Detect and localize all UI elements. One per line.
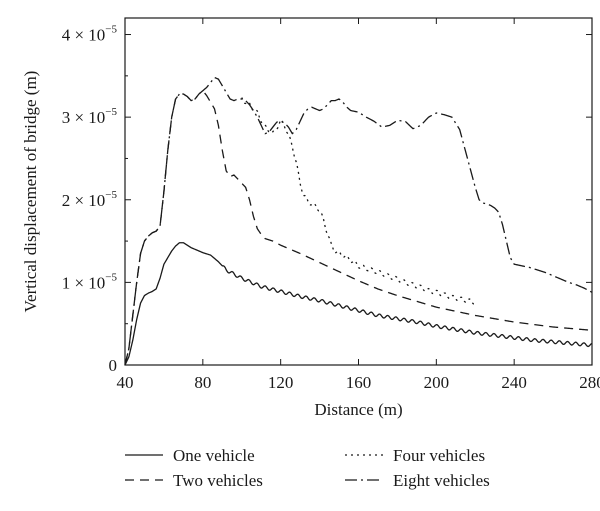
x-tick-label: 120 [268,373,294,392]
legend-label: Four vehicles [393,446,485,465]
x-axis-title: Distance (m) [314,400,402,419]
legend: One vehicle Two vehicles Four vehicles Eigh… [125,446,490,490]
axes-layer: 408012016020024028001 × 10−52 × 10−53 × … [62,18,600,392]
y-tick-label-exponent: −5 [105,271,117,283]
x-tick-label: 200 [424,373,450,392]
x-tick-label: 280 [579,373,600,392]
x-tick-label: 80 [194,373,211,392]
x-tick-label: 240 [501,373,527,392]
y-tick-label: 2 × 10−5 [62,189,118,210]
series-line-four-vehicles [241,97,476,305]
y-tick-label: 4 × 10−5 [62,24,118,45]
plot-frame [124,17,593,366]
y-tick-label-exponent: −5 [105,106,117,118]
y-tick-label-base: 0 [109,356,118,375]
y-tick-label-exponent: −5 [105,189,117,201]
y-tick-label-base: 4 × 10 [62,26,106,45]
legend-label: Two vehicles [173,471,263,490]
x-tick-label: 40 [117,373,134,392]
y-tick-label: 3 × 10−5 [62,106,118,127]
y-tick-label-base: 3 × 10 [62,108,106,127]
y-tick-label: 1 × 10−5 [62,271,118,292]
series-line-two-vehicles [124,90,593,366]
y-tick-label: 0 [109,356,118,375]
legend-label: One vehicle [173,446,255,465]
y-tick-label-base: 2 × 10 [62,191,106,210]
y-axis-title: Vertical displacement of bridge (m) [21,71,40,313]
series-layer [124,76,593,366]
y-tick-label-base: 1 × 10 [62,273,106,292]
x-tick-label: 160 [346,373,372,392]
series-line-one-vehicle [124,242,593,366]
y-tick-label-exponent: −5 [105,24,117,36]
series-line-eight-vehicles [124,76,593,366]
legend-label: Eight vehicles [393,471,490,490]
